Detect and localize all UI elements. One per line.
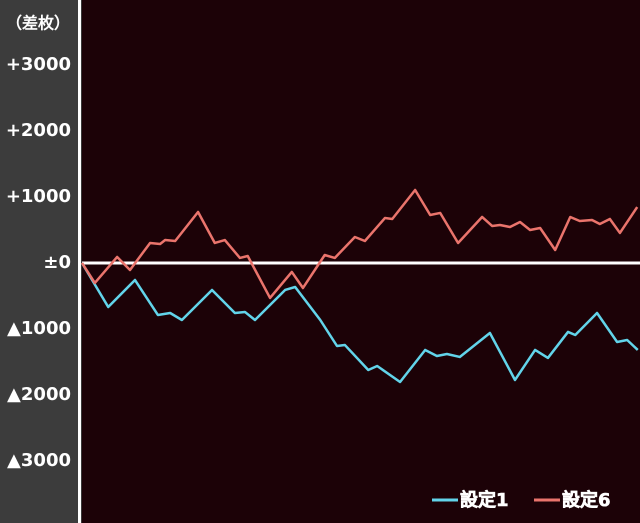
axis-panel (0, 0, 80, 523)
y-axis-label: （差枚） (6, 14, 70, 33)
series-line (80, 188, 639, 300)
y-axis-line (78, 0, 81, 523)
y-tick-label: ▲2000 (7, 384, 71, 405)
y-tick-label: ▲1000 (7, 318, 71, 339)
y-tick-label: +3000 (6, 54, 71, 75)
y-tick-label: ±0 (43, 252, 71, 273)
y-tick-label: +2000 (6, 120, 71, 141)
series-line (80, 262, 639, 384)
y-tick-label: ▲3000 (7, 450, 71, 471)
legend-label: 設定6 (562, 489, 611, 511)
y-tick-label: +1000 (6, 186, 71, 207)
legend-label: 設定1 (460, 489, 509, 511)
